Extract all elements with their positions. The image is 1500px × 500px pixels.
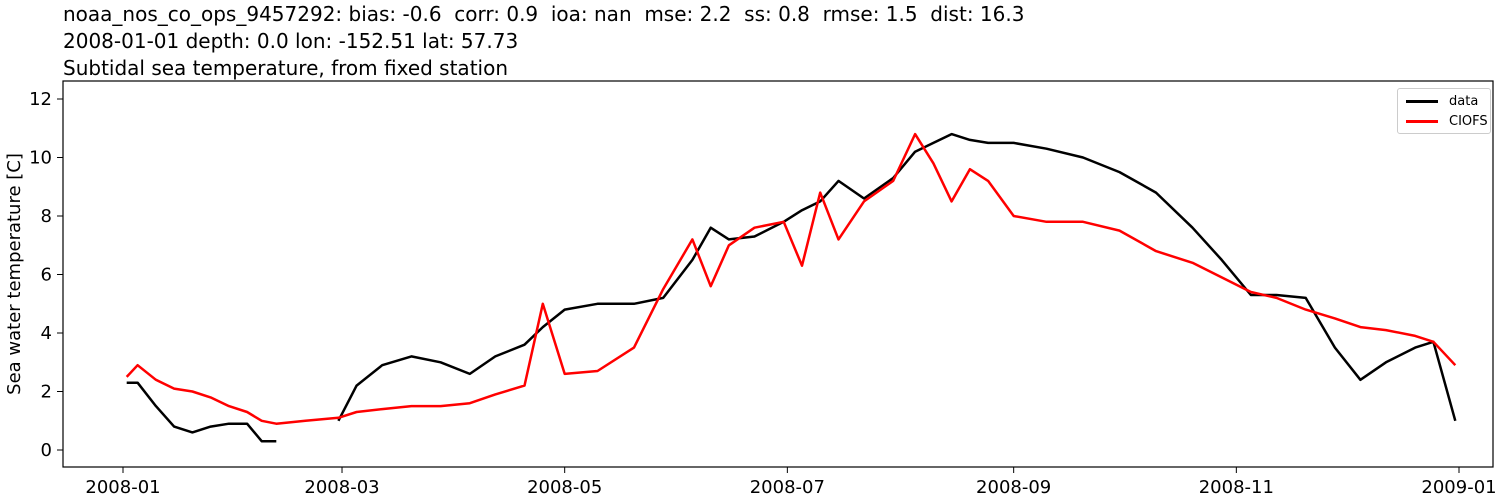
x-tick-label: 2008-01: [85, 477, 160, 498]
x-tick-label: 2008-03: [304, 477, 379, 498]
x-tick-label: 2008-05: [527, 477, 602, 498]
series-line-ciofs: [125, 132, 1457, 425]
y-tick-label: 10: [29, 148, 52, 169]
chart-title-location: 2008-01-01 depth: 0.0 lon: -152.51 lat: …: [63, 29, 519, 53]
x-tick-label: 2008-09: [976, 477, 1051, 498]
legend-swatch-data: [1406, 99, 1438, 103]
plot-area: [62, 80, 1494, 468]
y-tick-label: 4: [41, 323, 52, 344]
chart-title-description: Subtidal sea temperature, from fixed sta…: [63, 56, 508, 80]
series-line-data: [126, 132, 1457, 443]
y-axis: 0 2 4 6 8 10 12: [29, 89, 63, 461]
x-tick-label: 2008-07: [750, 477, 825, 498]
legend: data CIOFS: [1397, 88, 1491, 134]
y-tick-label: 8: [41, 206, 52, 227]
y-tick-label: 2: [41, 382, 52, 403]
chart-title-stats: noaa_nos_co_ops_9457292: bias: -0.6 corr…: [63, 2, 1025, 26]
y-tick-label: 6: [41, 265, 52, 286]
y-axis-label: Sea water temperature [C]: [4, 153, 25, 395]
y-tick-label: 0: [41, 440, 52, 461]
legend-item-data: data: [1406, 92, 1478, 110]
legend-item-ciofs: CIOFS: [1406, 112, 1488, 130]
series-lines: [125, 132, 1457, 443]
y-tick-label: 12: [29, 89, 52, 110]
legend-swatch-ciofs: [1406, 119, 1438, 123]
x-tick-label: 2009-01: [1421, 477, 1496, 498]
x-axis: 2008-01 2008-03 2008-05 2008-07 2008-09 2008-…: [85, 467, 1497, 498]
legend-label-ciofs: CIOFS: [1449, 113, 1488, 129]
x-tick-label: 2008-11: [1199, 477, 1274, 498]
legend-label-data: data: [1449, 93, 1479, 109]
